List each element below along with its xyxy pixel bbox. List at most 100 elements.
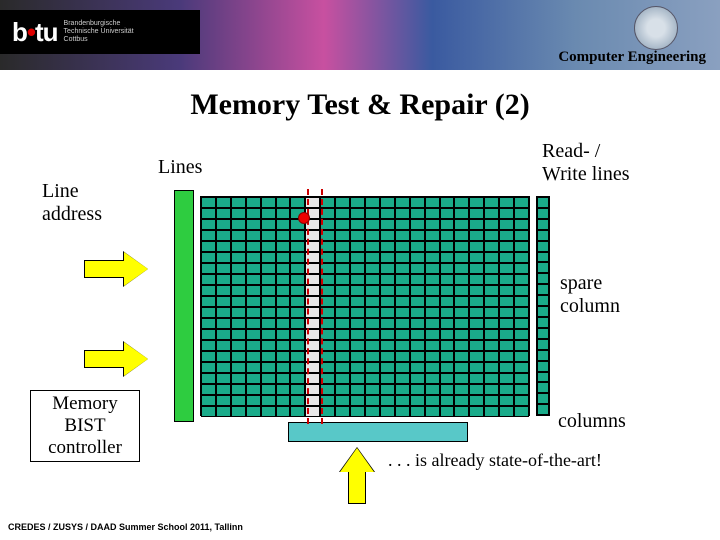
spare-cell: [537, 219, 549, 230]
memory-cell: [425, 351, 440, 362]
memory-cell: [261, 241, 276, 252]
memory-cell: [365, 307, 380, 318]
memory-cell: [365, 252, 380, 263]
memory-cell: [454, 274, 469, 285]
memory-cell: [469, 197, 484, 208]
memory-cell: [365, 274, 380, 285]
memory-cell: [440, 373, 455, 384]
memory-cell: [231, 208, 246, 219]
memory-cell: [425, 406, 440, 417]
memory-cell: [380, 373, 395, 384]
memory-cell: [216, 197, 231, 208]
memory-cell: [335, 395, 350, 406]
memory-cell: [454, 296, 469, 307]
memory-cell: [290, 285, 305, 296]
memory-cell: [484, 373, 499, 384]
memory-cell: [365, 340, 380, 351]
memory-cell: [380, 340, 395, 351]
memory-cell: [499, 340, 514, 351]
memory-cell: [410, 263, 425, 274]
memory-cell: [410, 230, 425, 241]
memory-cell: [484, 252, 499, 263]
memory-cell: [350, 340, 365, 351]
memory-cell: [335, 318, 350, 329]
memory-cell: [380, 219, 395, 230]
memory-cell: [499, 197, 514, 208]
logo-sub-line3: Cottbus: [64, 36, 134, 44]
memory-cell: [201, 296, 216, 307]
memory-cell: [201, 406, 216, 417]
spare-cell: [537, 208, 549, 219]
memory-cell: [440, 395, 455, 406]
memory-cell: [380, 362, 395, 373]
memory-cell: [276, 241, 291, 252]
memory-cell: [454, 329, 469, 340]
memory-cell: [454, 241, 469, 252]
memory-cell: [425, 296, 440, 307]
memory-cell: [469, 219, 484, 230]
memory-cell: [425, 208, 440, 219]
memory-cell: [246, 274, 261, 285]
memory-cell: [246, 406, 261, 417]
memory-cell: [216, 307, 231, 318]
memory-cell: [380, 274, 395, 285]
memory-cell: [246, 197, 261, 208]
memory-cell: [440, 263, 455, 274]
memory-cell: [499, 241, 514, 252]
diagram-area: Line address Lines Read- / Write lines s…: [0, 122, 720, 502]
memory-cell: [499, 230, 514, 241]
memory-cell: [335, 219, 350, 230]
memory-cell: [469, 351, 484, 362]
memory-cell: [484, 230, 499, 241]
memory-cell: [290, 230, 305, 241]
memory-cell: [365, 373, 380, 384]
memory-cell: [514, 384, 529, 395]
memory-cell: [514, 274, 529, 285]
spare-cell: [537, 252, 549, 263]
memory-cell: [201, 351, 216, 362]
memory-cell: [365, 362, 380, 373]
memory-cell: [246, 362, 261, 373]
memory-cell: [425, 384, 440, 395]
memory-cell: [514, 307, 529, 318]
memory-cell: [335, 274, 350, 285]
memory-cell: [499, 274, 514, 285]
footer-text: CREDES / ZUSYS / DAAD Summer School 2011…: [8, 522, 243, 532]
memory-cell: [440, 329, 455, 340]
memory-cell: [484, 406, 499, 417]
memory-cell: [469, 384, 484, 395]
memory-cell: [231, 285, 246, 296]
memory-cell: [454, 395, 469, 406]
memory-cell: [454, 285, 469, 296]
memory-cell: [231, 241, 246, 252]
memory-cell: [454, 208, 469, 219]
memory-cell: [231, 329, 246, 340]
dashed-line: [321, 189, 323, 424]
memory-cell: [231, 340, 246, 351]
memory-cell: [246, 395, 261, 406]
memory-cell: [499, 307, 514, 318]
memory-cell: [425, 274, 440, 285]
memory-cell: [380, 384, 395, 395]
memory-cell: [216, 230, 231, 241]
memory-cell: [499, 208, 514, 219]
memory-cell: [216, 208, 231, 219]
memory-cell: [231, 318, 246, 329]
memory-cell: [440, 197, 455, 208]
memory-cell: [410, 318, 425, 329]
memory-cell: [231, 395, 246, 406]
memory-cell: [365, 329, 380, 340]
memory-cell: [335, 296, 350, 307]
memory-cell: [290, 241, 305, 252]
memory-cell: [380, 329, 395, 340]
memory-cell: [216, 384, 231, 395]
memory-cell: [469, 362, 484, 373]
memory-cell: [335, 406, 350, 417]
memory-cell: [201, 252, 216, 263]
memory-cell: [380, 241, 395, 252]
memory-cell: [201, 274, 216, 285]
memory-cell: [454, 362, 469, 373]
memory-cell: [350, 252, 365, 263]
memory-cell: [290, 318, 305, 329]
memory-cell: [216, 329, 231, 340]
